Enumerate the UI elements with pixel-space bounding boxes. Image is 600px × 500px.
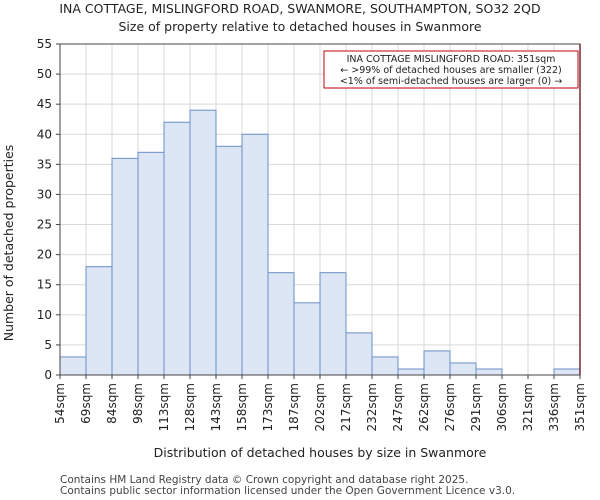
x-axis-label: Distribution of detached houses by size … [154,445,487,460]
bar [449,362,477,376]
x-tick-label: 321sqm [521,383,535,431]
x-tick-label: 143sqm [209,383,223,431]
x-tick-label: 351sqm [573,383,587,431]
bar [267,272,295,376]
bar [111,157,139,376]
x-tick-label: 84sqm [105,383,119,424]
x-tick-label: 276sqm [443,383,457,431]
annotation-frame [323,50,579,89]
y-tick-label: 5 [44,338,52,352]
y-tick-label: 35 [37,157,52,171]
bar [345,332,373,376]
y-tick-label: 0 [44,368,52,382]
x-tick-label: 69sqm [79,383,93,424]
y-tick-label: 20 [37,248,52,262]
x-tick-label: 262sqm [417,383,431,431]
x-tick-label: 187sqm [287,383,301,431]
bar [553,368,581,376]
x-tick-label: 306sqm [495,383,509,431]
y-tick-label: 25 [37,218,52,232]
bar [163,121,191,376]
x-tick-label: 128sqm [183,383,197,431]
x-tick-label: 98sqm [131,383,145,424]
annotation-line-3: <1% of semi-detached houses are larger (… [340,76,562,87]
chart-title: INA COTTAGE, MISLINGFORD ROAD, SWANMORE,… [59,1,540,16]
x-tick-label: 113sqm [157,383,171,431]
x-tick-label: 232sqm [365,383,379,431]
y-tick-label: 10 [37,308,52,322]
bar [215,145,243,376]
bar [475,368,503,376]
x-tick-label: 202sqm [313,383,327,431]
annotation-line-1: INA COTTAGE MISLINGFORD ROAD: 351sqm [347,54,556,65]
x-tick-label: 336sqm [547,383,561,431]
chart-subtitle: Size of property relative to detached ho… [118,19,481,34]
x-tick-label: 217sqm [339,383,353,431]
y-ticks: 0 5 10 15 20 25 30 35 40 45 50 55 [37,37,60,382]
bar [397,368,425,376]
y-tick-label: 40 [37,127,52,141]
x-tick-label: 173sqm [261,383,275,431]
bar [189,109,217,376]
bar [137,151,165,376]
bar [59,356,87,376]
bar [293,302,321,376]
y-tick-label: 45 [37,97,52,111]
bar [85,266,113,376]
bar [241,133,269,376]
y-tick-label: 15 [37,278,52,292]
y-tick-label: 30 [37,187,52,201]
y-tick-label: 50 [37,67,52,81]
x-ticks: 54sqm 69sqm 84sqm 98sqm 113sqm 128sqm 143sqm 15… [53,375,587,431]
bar [371,356,399,376]
annotation-line-2: ← >99% of detached houses are smaller (3… [340,65,561,76]
x-tick-label: 291sqm [469,383,483,431]
y-axis-label: Number of detached properties [1,145,16,342]
y-tick-label: 55 [37,37,52,51]
x-tick-label: 158sqm [235,383,249,431]
bar [423,350,451,376]
footer-line-1: Contains HM Land Registry data © Crown c… [60,474,468,486]
annotation-box: INA COTTAGE MISLINGFORD ROAD: 351sqm ← >… [323,50,579,89]
x-tick-label: 247sqm [391,383,405,431]
footer-line-2: Contains public sector information licen… [60,485,515,497]
bars [59,109,581,376]
x-tick-label: 54sqm [53,383,67,424]
bar [319,272,347,376]
